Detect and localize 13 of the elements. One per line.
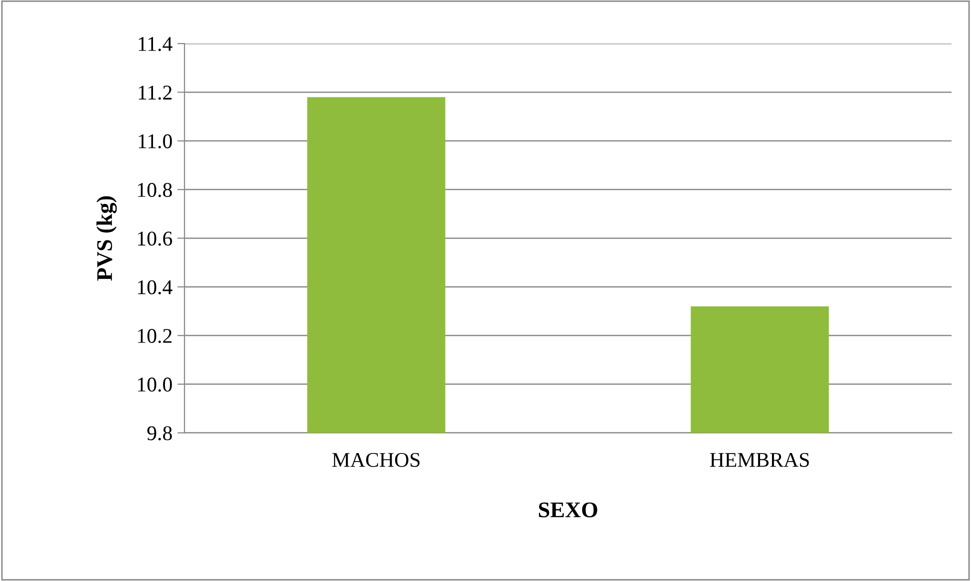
y-tick-label: 10.8: [138, 182, 172, 198]
y-tick-label: 9.8: [147, 426, 172, 440]
y-tick-label: 10.0: [138, 378, 172, 392]
y-tick-label: 10.4: [138, 280, 172, 294]
y-tick-label: 11.0: [138, 134, 172, 148]
x-tick-label: MACHOS: [332, 452, 420, 467]
y-tick-label: 10.2: [138, 328, 172, 344]
x-tick-label: HEMBRAS: [710, 452, 809, 467]
x-axis-title: SEXO: [538, 502, 598, 518]
y-tick-label: 10.6: [138, 232, 172, 246]
y-tick-label: 11.2: [138, 86, 172, 100]
y-tick-label: 11.4: [138, 37, 172, 52]
y-axis-title: PVS (kg): [96, 196, 117, 281]
